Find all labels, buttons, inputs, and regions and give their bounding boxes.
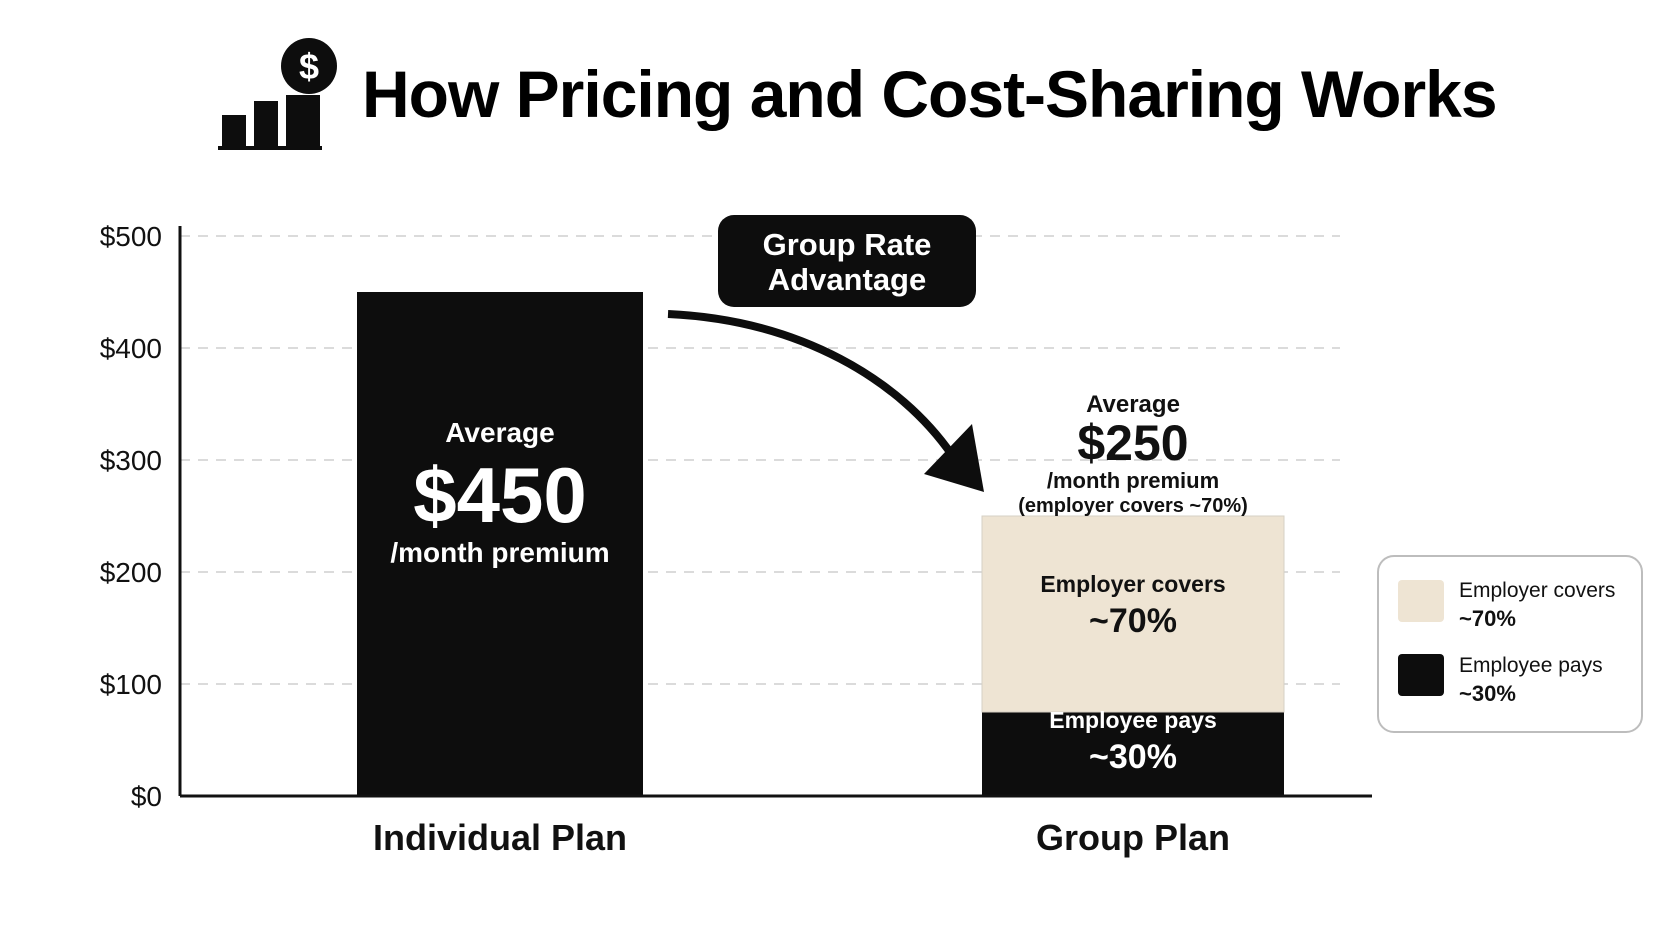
category-label-group: Group Plan bbox=[1036, 817, 1230, 858]
legend: Employer covers ~70% Employee pays ~30% bbox=[1377, 555, 1643, 733]
bar-chart-dollar-icon: $ bbox=[218, 38, 337, 150]
employer-covers-bar-group bbox=[981, 515, 1285, 713]
legend-label-employer: Employer covers bbox=[1459, 579, 1615, 602]
bars bbox=[357, 292, 1285, 796]
employer-segment-label: Employer covers bbox=[1040, 571, 1225, 597]
y-tick-label: $200 bbox=[100, 557, 162, 588]
individual-amount-label: $450 bbox=[413, 451, 587, 539]
group-note-label: (employer covers ~70%) bbox=[1018, 495, 1248, 517]
legend-pct-employer: ~70% bbox=[1459, 606, 1516, 631]
y-tick-label: $500 bbox=[100, 221, 162, 252]
page-title: How Pricing and Cost-Sharing Works bbox=[362, 57, 1497, 131]
group-average-label: Average bbox=[1086, 391, 1180, 418]
individual-suffix-label: /month premium bbox=[390, 537, 609, 568]
y-tick-label: $400 bbox=[100, 333, 162, 364]
legend-label-employee: Employee pays bbox=[1459, 654, 1603, 677]
callout-line-1: Group Rate bbox=[763, 227, 932, 262]
group-amount-label: $250 bbox=[1077, 415, 1188, 471]
group-suffix-label: /month premium bbox=[1047, 468, 1219, 493]
legend-swatch-employer bbox=[1398, 580, 1444, 622]
group-rate-callout: Group Rate Advantage bbox=[718, 215, 976, 307]
employee-pays-bar-group bbox=[982, 712, 1284, 796]
y-tick-label: $0 bbox=[131, 781, 162, 812]
employer-segment-pct: ~70% bbox=[1089, 602, 1177, 640]
y-tick-label: $300 bbox=[100, 445, 162, 476]
employee-pays-bar-individual bbox=[357, 292, 643, 796]
employee-segment-label: Employee pays bbox=[1049, 707, 1216, 733]
y-tick-label: $100 bbox=[100, 669, 162, 700]
employee-segment-pct: ~30% bbox=[1089, 738, 1177, 776]
legend-pct-employee: ~30% bbox=[1459, 681, 1516, 706]
y-axis-ticks: $0 $100 $200 $300 $400 $500 bbox=[100, 221, 162, 812]
legend-swatch-employee bbox=[1398, 654, 1444, 696]
individual-average-label: Average bbox=[445, 417, 554, 448]
callout-line-2: Advantage bbox=[768, 262, 926, 297]
svg-text:$: $ bbox=[299, 46, 319, 87]
category-label-individual: Individual Plan bbox=[373, 817, 627, 858]
callout-box bbox=[718, 215, 976, 307]
curved-arrow-icon bbox=[667, 310, 984, 492]
